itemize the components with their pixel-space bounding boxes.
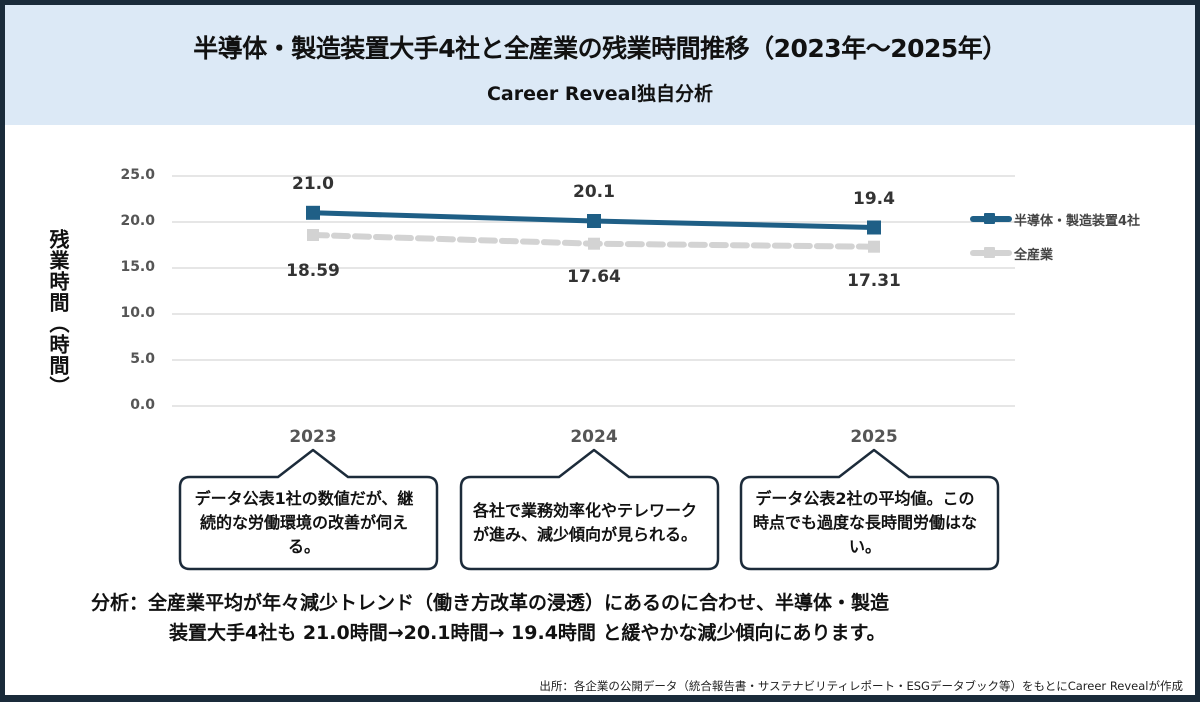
data-point-marker [587,214,601,228]
gridlines [172,175,1015,407]
legend-item-semiconductor: 半導体・製造装置4社 [970,209,1140,229]
data-point-marker [307,229,319,241]
x-tick: 2023 [289,427,337,447]
legend-label: 半導体・製造装置4社 [1014,213,1141,229]
legend-line-icon [970,213,1012,224]
legend-item-all-industry: 全産業 [970,243,1053,263]
data-point-marker [588,237,600,250]
legend-line-icon [970,247,1012,258]
legend-label: 全産業 [1014,247,1054,263]
infographic-frame: 半導体・製造装置大手4社と全産業の残業時間推移（2023年～2025年） Car… [5,5,1195,695]
y-tick: 15.0 [120,259,155,275]
callout-2023: データ公表1社の数値だが、継続的な労働環境の改善が伺える。 [194,489,414,556]
y-axis-label: 残業時間（時間） [46,229,70,397]
y-tick: 10.0 [120,305,155,321]
data-label: 20.1 [573,182,615,202]
chart-title: 半導体・製造装置大手4社と全産業の残業時間推移（2023年～2025年） [193,34,1007,63]
analysis-line-2: 装置大手4社も 21.0時間→20.1時間→ 19.4時間 と緩やかな減少傾向に… [169,622,886,644]
data-point-marker [867,220,881,235]
y-tick: 0.0 [130,397,155,413]
series-semiconductor-line [306,205,881,235]
analysis-text: 分析：全産業平均が年々減少トレンド（働き方改革の浸透）にあるのに合わせ、半導体・… [91,588,1151,648]
data-point-marker [306,205,320,220]
data-label: 17.31 [847,271,901,291]
analysis-line-1: 分析：全産業平均が年々減少トレンド（働き方改革の浸透）にあるのに合わせ、半導体・… [91,592,890,614]
callout-2025: データ公表2社の平均値。この時点でも過度な長時間労働はない。 [753,489,978,556]
data-label: 21.0 [292,174,334,194]
data-label: 19.4 [853,189,895,209]
y-tick: 25.0 [120,167,155,183]
y-tick: 5.0 [130,351,155,367]
data-point-marker [868,240,880,253]
callout-shapes [178,448,1000,571]
plot-area [172,175,1015,571]
series-all-industry-line [307,229,880,253]
data-label: 18.59 [286,261,340,281]
source-note: 出所：各企業の公開データ（統合報告書・サステナビリティレポート・ESGデータブッ… [539,679,1183,693]
y-tick: 20.0 [120,213,155,229]
x-tick: 2025 [850,427,898,447]
chart-subtitle: Career Reveal独自分析 [486,83,713,105]
header-band: 半導体・製造装置大手4社と全産業の残業時間推移（2023年～2025年） Car… [5,5,1195,125]
data-label: 17.64 [567,267,621,287]
x-tick: 2024 [570,427,618,447]
callout-2024: 各社で業務効率化やテレワークが進み、減少傾向が見られる。 [473,501,698,544]
